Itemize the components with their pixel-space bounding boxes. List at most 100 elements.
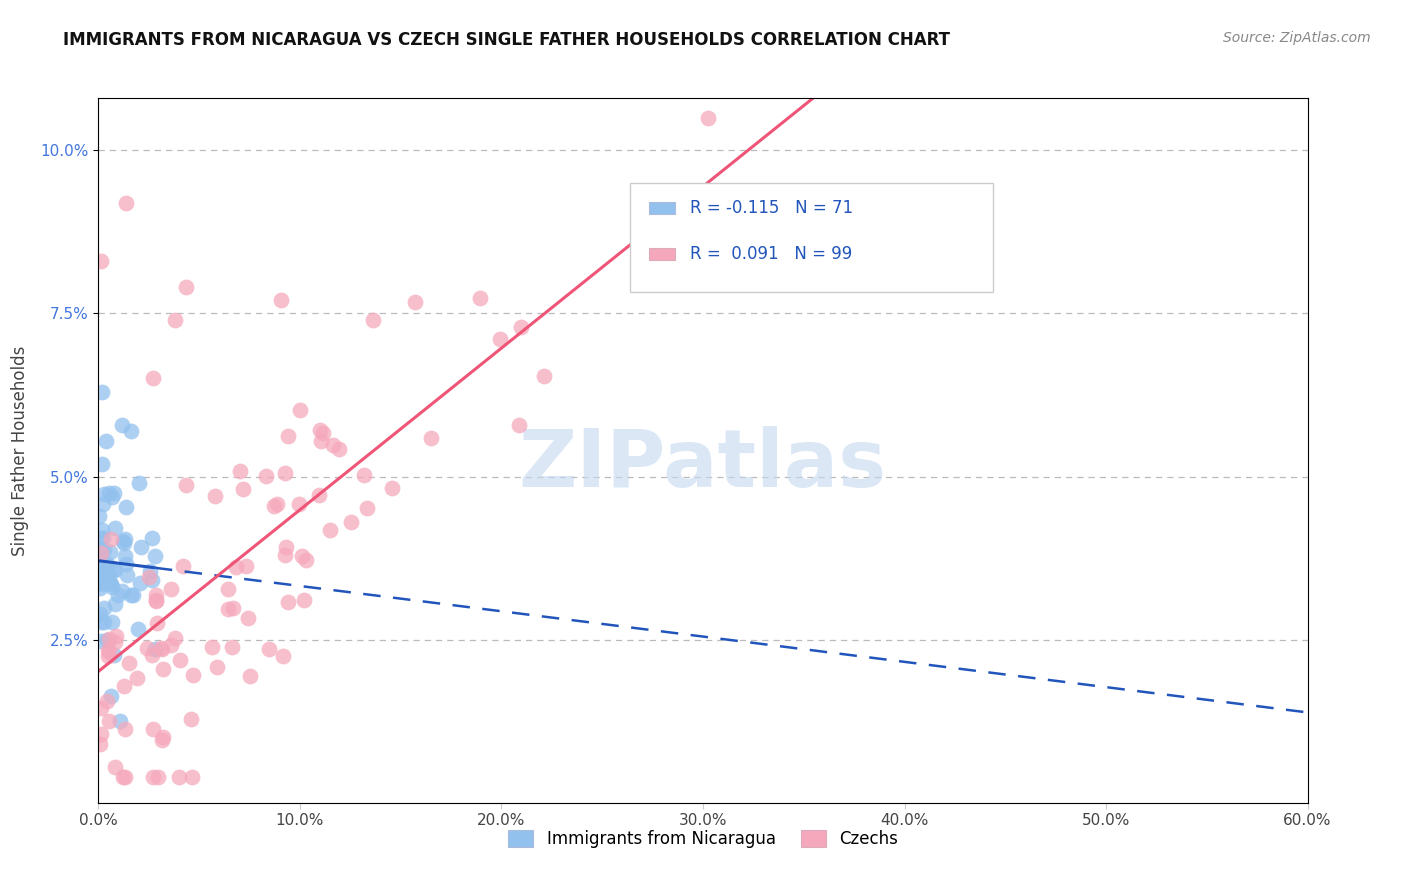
Point [89, 508, 111, 523]
Point [142, 770, 165, 784]
Point [239, 668, 262, 682]
Point [100, 690, 122, 704]
Point [404, 294, 426, 309]
Point [104, 759, 127, 773]
Text: R = -0.115   N = 71: R = -0.115 N = 71 [690, 199, 853, 217]
Point [217, 602, 239, 616]
Point [217, 582, 239, 596]
Point [271, 649, 294, 664]
Point [488, 332, 510, 346]
Point [266, 497, 288, 511]
Point [114, 770, 136, 784]
Point [169, 653, 191, 667]
Point [152, 662, 174, 676]
Point [322, 438, 344, 452]
Point [89, 549, 111, 564]
Point [150, 640, 173, 655]
Point [141, 532, 163, 546]
Point [172, 559, 194, 574]
Point [361, 313, 384, 327]
Point [96, 557, 118, 571]
Point [90, 727, 112, 741]
Point [97, 632, 120, 647]
Point [104, 563, 127, 577]
Point [121, 588, 143, 602]
Point [97, 643, 120, 657]
Point [169, 770, 191, 784]
Point [94, 434, 117, 448]
Point [89, 561, 111, 575]
Point [103, 648, 125, 662]
Point [97, 714, 120, 728]
Point [381, 481, 404, 495]
Point [127, 622, 149, 636]
Point [152, 732, 174, 747]
Point [90, 254, 112, 268]
Point [235, 558, 257, 573]
Point [98, 645, 121, 659]
Point [160, 582, 183, 596]
Point [143, 549, 166, 563]
Point [159, 638, 181, 652]
Point [181, 668, 204, 682]
Point [112, 535, 135, 549]
Point [91, 497, 114, 511]
Point [468, 291, 491, 305]
Point [127, 671, 149, 685]
Point [90, 633, 112, 648]
Point [93, 615, 115, 630]
Point [276, 595, 298, 609]
Point [103, 563, 125, 577]
Point [111, 534, 134, 549]
Point [291, 549, 314, 563]
Point [270, 293, 292, 308]
Point [120, 588, 142, 602]
Point [89, 568, 111, 582]
Point [89, 607, 111, 622]
Point [181, 770, 204, 784]
Point [257, 642, 280, 657]
FancyBboxPatch shape [648, 247, 675, 260]
Point [98, 545, 121, 559]
Point [89, 737, 111, 751]
Point [114, 500, 136, 514]
Point [89, 559, 111, 574]
Point [274, 466, 297, 480]
Point [150, 642, 173, 657]
Point [103, 486, 125, 500]
Point [97, 567, 120, 582]
Point [142, 371, 165, 385]
Point [201, 640, 224, 654]
Point [93, 576, 115, 591]
Point [225, 559, 247, 574]
Point [204, 489, 226, 503]
Point [93, 600, 115, 615]
Point [104, 521, 127, 535]
Point [152, 730, 174, 744]
Point [114, 557, 136, 571]
Point [104, 629, 127, 643]
Point [319, 523, 342, 537]
Text: Source: ZipAtlas.com: Source: ZipAtlas.com [1223, 31, 1371, 45]
Point [533, 368, 555, 383]
Point [104, 634, 127, 648]
Point [288, 403, 311, 417]
Point [103, 597, 125, 611]
Point [129, 541, 152, 555]
Point [232, 482, 254, 496]
Point [111, 583, 134, 598]
Point [309, 434, 332, 449]
Point [135, 641, 157, 656]
Point [98, 567, 121, 582]
Point [91, 524, 114, 538]
Point [90, 567, 112, 582]
Point [89, 581, 111, 595]
Point [274, 540, 297, 554]
Point [141, 574, 163, 588]
Point [180, 712, 202, 726]
Point [96, 632, 118, 647]
Point [97, 574, 120, 589]
Point [91, 384, 114, 399]
Y-axis label: Single Father Households: Single Father Households [11, 345, 30, 556]
Point [89, 558, 111, 573]
